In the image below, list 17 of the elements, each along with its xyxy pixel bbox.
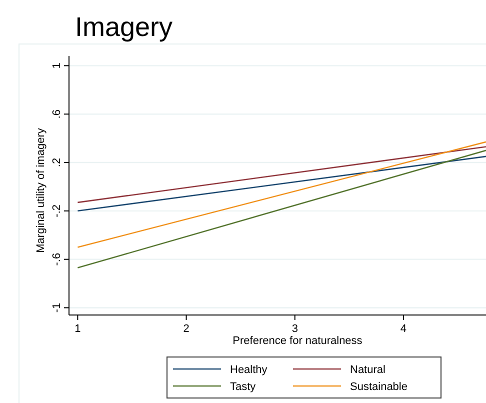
legend-label: Sustainable (350, 381, 408, 393)
y-axis-title: Marginal utility of imagery (35, 128, 47, 253)
x-tick-label: 1 (74, 323, 81, 335)
x-axis-title: Preference for naturalness (232, 335, 363, 347)
x-tick-label: 2 (183, 323, 190, 335)
chart-title: Imagery (75, 12, 174, 42)
y-tick-label: .2 (51, 158, 63, 168)
legend-label: Natural (350, 364, 386, 376)
y-tick-label: -.6 (51, 252, 63, 266)
y-tick-label: .6 (51, 110, 63, 119)
legend-label: Tasty (230, 381, 256, 393)
x-tick-label: 4 (400, 323, 407, 335)
x-tick-label: 3 (292, 323, 298, 335)
legend-label: Healthy (230, 364, 268, 376)
y-tick-label: -1 (51, 302, 63, 313)
y-tick-label: -.2 (51, 204, 63, 218)
y-tick-label: 1 (51, 62, 63, 69)
